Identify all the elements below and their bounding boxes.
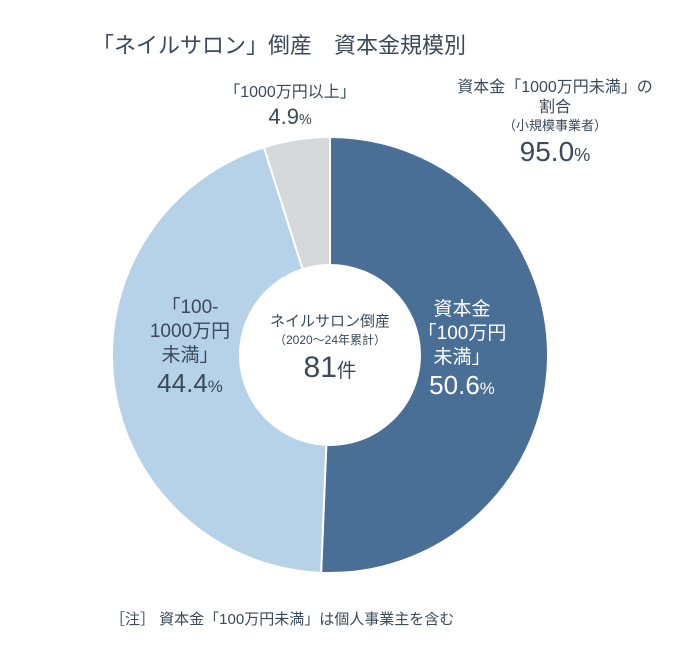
footnote: ［注］ 資本金「100万円未満」は個人事業主を含む [110, 608, 454, 629]
slice-label-over-1000: 「1000万円以上」 4.9% [200, 83, 380, 131]
callout-line2: 割合 [430, 98, 680, 118]
slice-pct: 44.4% [130, 367, 250, 400]
callout-line1: 資本金「1000万円未満」の [430, 78, 680, 98]
center-line2: （2020～24年累計） [250, 332, 410, 348]
slice-text: 「1000万円以上」 [200, 83, 380, 103]
center-value: 81件 [250, 348, 410, 389]
slice-text: 「100- 1000万円 未満」 [130, 296, 250, 367]
slice-label-under-100: 資本金 「100万円 未満」 50.6% [402, 298, 522, 402]
center-line1: ネイルサロン倒産 [250, 312, 410, 332]
slice-text: 資本金 「100万円 未満」 [402, 298, 522, 369]
slice-pct: 4.9% [200, 103, 380, 131]
slice-label-100-1000: 「100- 1000万円 未満」 44.4% [130, 296, 250, 400]
chart-root: 「ネイルサロン」倒産 資本金規模別 資本金 「100万円 未満」 50.6% 「… [0, 0, 700, 651]
callout-value: 95.0% [430, 134, 680, 169]
callout-line3: （小規模事業者） [430, 118, 680, 134]
slice-pct: 50.6% [402, 369, 522, 402]
center-label: ネイルサロン倒産 （2020～24年累計） 81件 [250, 312, 410, 389]
callout-small-business-share: 資本金「1000万円未満」の 割合 （小規模事業者） 95.0% [430, 78, 680, 169]
